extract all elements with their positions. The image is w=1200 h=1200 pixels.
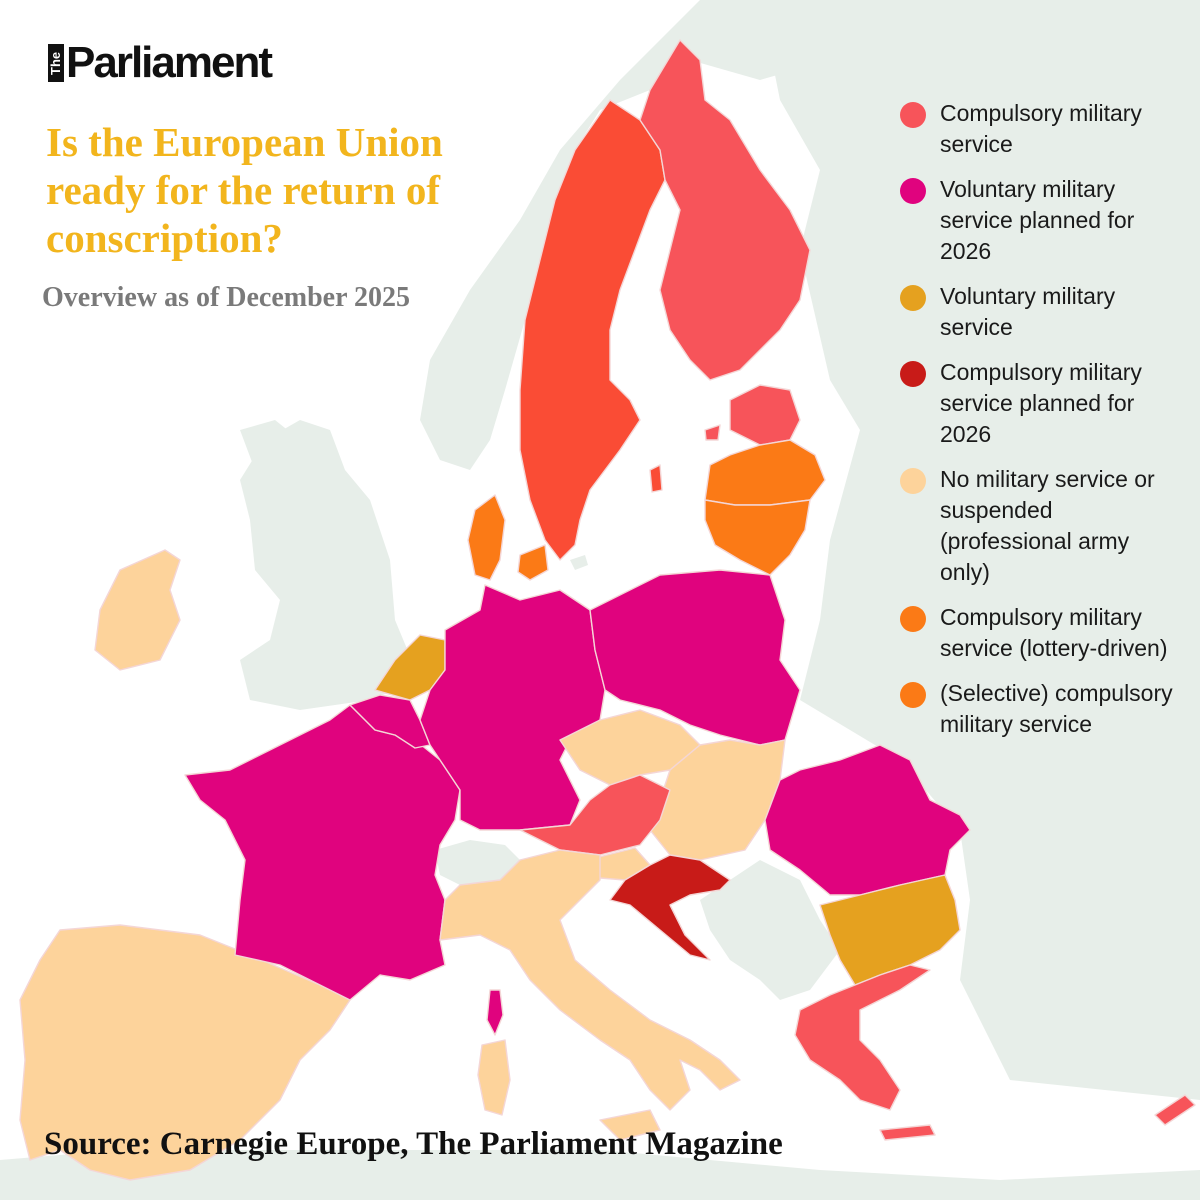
balkans-land: [700, 860, 840, 1000]
legend-item-voluntary-planned-2026: Voluntary military service planned for 2…: [900, 174, 1180, 267]
source-note: Source: Carnegie Europe, The Parliament …: [44, 1126, 783, 1162]
croatia: [609, 854, 731, 961]
logo-the-badge: The: [48, 44, 64, 82]
legend-item-none: No military service or suspended (profes…: [900, 464, 1180, 588]
legend-swatch: [900, 606, 926, 632]
greece: [794, 964, 931, 1111]
germany: [419, 584, 606, 831]
crete: [879, 1124, 936, 1141]
legend-swatch: [900, 468, 926, 494]
legend-swatch: [900, 178, 926, 204]
scotland-land: [240, 420, 300, 480]
cyprus: [1154, 1094, 1196, 1126]
legend-swatch: [900, 285, 926, 311]
legend-item-compulsory: Compulsory military service: [900, 98, 1180, 160]
legend-swatch: [900, 361, 926, 387]
denmark: [467, 494, 549, 581]
legend-swatch: [900, 682, 926, 708]
sweden: [519, 99, 666, 561]
legend: Compulsory military service Voluntary mi…: [900, 98, 1180, 754]
eu-countries: [19, 39, 1196, 1181]
legend-label: (Selective) compulsory military service: [940, 680, 1173, 737]
legend-label: Compulsory military service: [940, 100, 1142, 157]
bulgaria: [819, 874, 961, 986]
map-subtitle: Overview as of December 2025: [42, 282, 411, 313]
romania: [764, 744, 971, 896]
uk-land: [240, 420, 420, 710]
gotland: [649, 464, 663, 493]
lithuania: [704, 499, 811, 576]
legend-swatch: [900, 102, 926, 128]
saaremaa: [704, 424, 721, 441]
italy: [439, 849, 741, 1111]
legend-label: No military service or suspended (profes…: [940, 466, 1155, 585]
bornholm: [570, 555, 588, 570]
legend-label: Voluntary military service planned for 2…: [940, 176, 1135, 264]
sicily: [599, 1109, 661, 1141]
legend-item-lottery: Compulsory military service (lottery-dri…: [900, 602, 1180, 664]
logo-wordmark: Parliament: [66, 38, 273, 87]
legend-item-selective: (Selective) compulsory military service: [900, 678, 1180, 740]
latvia: [704, 439, 826, 506]
east-land: [760, 0, 1200, 1100]
africa-land: [0, 1150, 1200, 1200]
switzerland: [435, 840, 520, 885]
corsica: [486, 989, 504, 1036]
legend-item-voluntary: Voluntary military service: [900, 281, 1180, 343]
sardinia: [477, 1039, 511, 1116]
legend-label: Voluntary military service: [940, 283, 1116, 340]
map-title: Is the European Union ready for the retu…: [46, 119, 443, 261]
legend-label: Compulsory military service (lottery-dri…: [940, 604, 1168, 661]
legend-label: Compulsory military service planned for …: [940, 359, 1142, 447]
ireland: [94, 549, 181, 671]
estonia: [729, 384, 801, 446]
finland: [639, 39, 811, 381]
legend-item-compulsory-planned-2026: Compulsory military service planned for …: [900, 357, 1180, 450]
brand-logo: The Parliament: [48, 38, 273, 88]
